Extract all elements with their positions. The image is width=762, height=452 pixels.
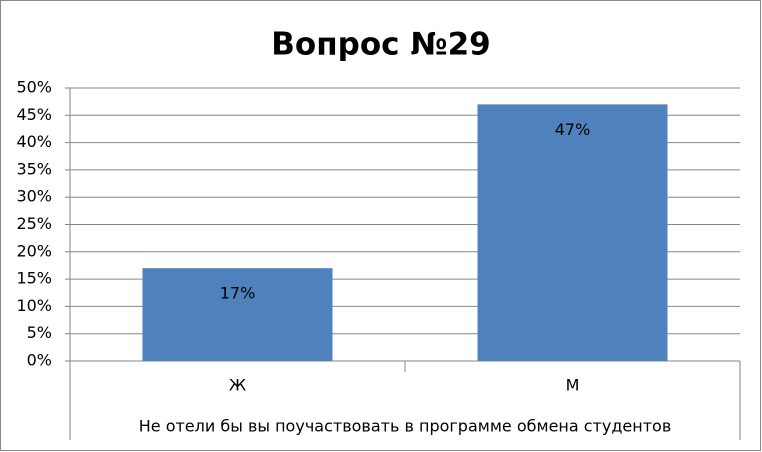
y-tick-label: 0% [27, 351, 52, 370]
y-tick-label: 40% [16, 132, 52, 151]
y-tick-label: 35% [16, 159, 52, 178]
y-tick-label: 20% [16, 241, 52, 260]
x-axis-label: Не отели бы вы поучаствовать в программе… [139, 417, 672, 436]
bar [477, 104, 668, 361]
x-tick-label: М [566, 376, 580, 395]
y-tick-label: 15% [16, 269, 52, 288]
y-tick-label: 50% [16, 78, 52, 97]
y-tick-label: 5% [27, 323, 52, 342]
value-label: 17% [220, 284, 256, 303]
value-label: 47% [555, 120, 591, 139]
y-tick-label: 30% [16, 187, 52, 206]
chart-title: Вопрос №29 [271, 27, 490, 63]
y-tick-label: 45% [16, 105, 52, 124]
x-tick-label: Ж [229, 376, 246, 395]
y-tick-label: 25% [16, 214, 52, 233]
y-tick-label: 10% [16, 296, 52, 315]
bar [142, 268, 333, 361]
